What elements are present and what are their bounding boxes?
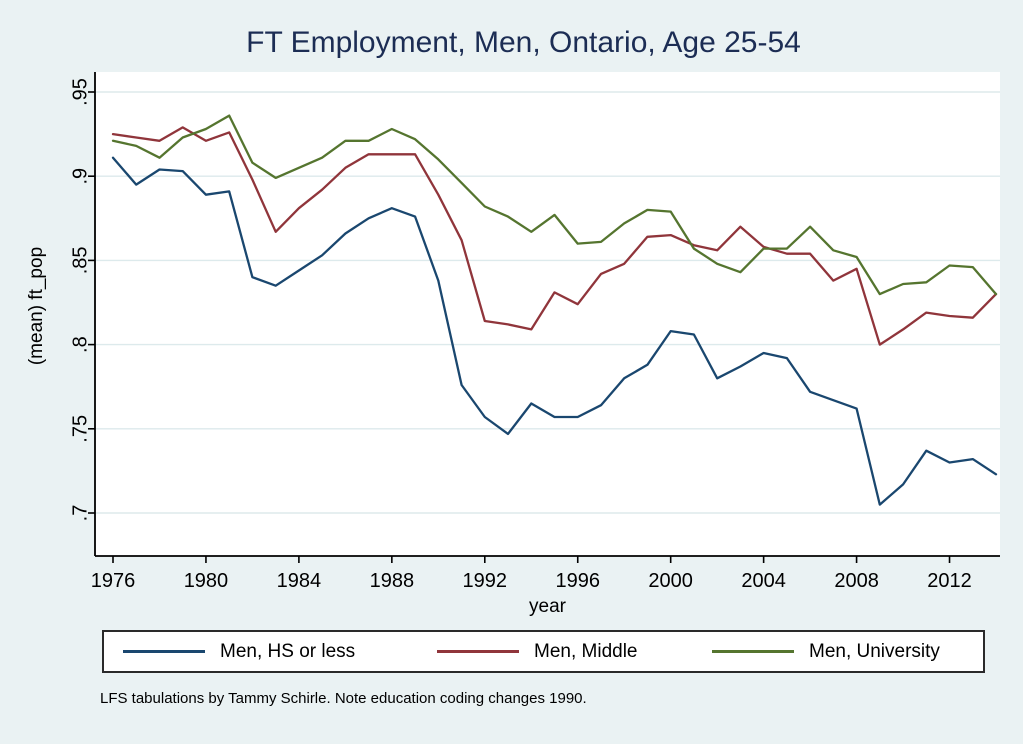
legend-line-swatch-navy — [123, 650, 205, 653]
plot-background — [95, 72, 1000, 556]
x-tick-label-1992: 1992 — [463, 570, 508, 592]
legend-label: Men, Middle — [534, 640, 638, 662]
legend-item-university: Men, University — [712, 632, 940, 671]
legend-label: Men, University — [809, 640, 940, 662]
x-tick-label-1984: 1984 — [277, 570, 322, 592]
legend-line-swatch-maroon — [437, 650, 519, 653]
footnote-text: LFS tabulations by Tammy Schirle. Note e… — [100, 690, 587, 707]
x-tick-label-2000: 2000 — [648, 570, 693, 592]
legend-line-swatch-green — [712, 650, 794, 653]
x-tick-label-2012: 2012 — [927, 570, 972, 592]
series-line-men-middle — [111, 126, 998, 346]
y-tick-label-.9: .9 — [69, 168, 91, 185]
series-line-men-hs-or-less — [111, 156, 998, 506]
y-tick-label-.95: .95 — [69, 78, 91, 106]
y-tick-label-.8: .8 — [69, 336, 91, 353]
legend-label: Men, HS or less — [220, 640, 356, 662]
legend-item-hs-or-less: Men, HS or less — [123, 632, 355, 671]
y-tick-label-.75: .75 — [69, 415, 91, 443]
y-tick-label-.85: .85 — [69, 246, 91, 274]
x-tick-label-1988: 1988 — [370, 570, 415, 592]
x-axis-title: year — [529, 596, 566, 617]
chart-title: FT Employment, Men, Ontario, Age 25-54 — [246, 26, 801, 59]
legend: Men, HS or less Men, Middle Men, Univers… — [102, 630, 985, 673]
x-tick-label-1976: 1976 — [91, 570, 136, 592]
x-tick-label-1980: 1980 — [184, 570, 229, 592]
x-tick-label-1996: 1996 — [555, 570, 600, 592]
y-tick-label-.7: .7 — [69, 505, 91, 522]
legend-item-middle: Men, Middle — [437, 632, 638, 671]
x-tick-label-2008: 2008 — [834, 570, 879, 592]
x-tick-label-2004: 2004 — [741, 570, 786, 592]
series-line-men-university — [111, 114, 998, 296]
